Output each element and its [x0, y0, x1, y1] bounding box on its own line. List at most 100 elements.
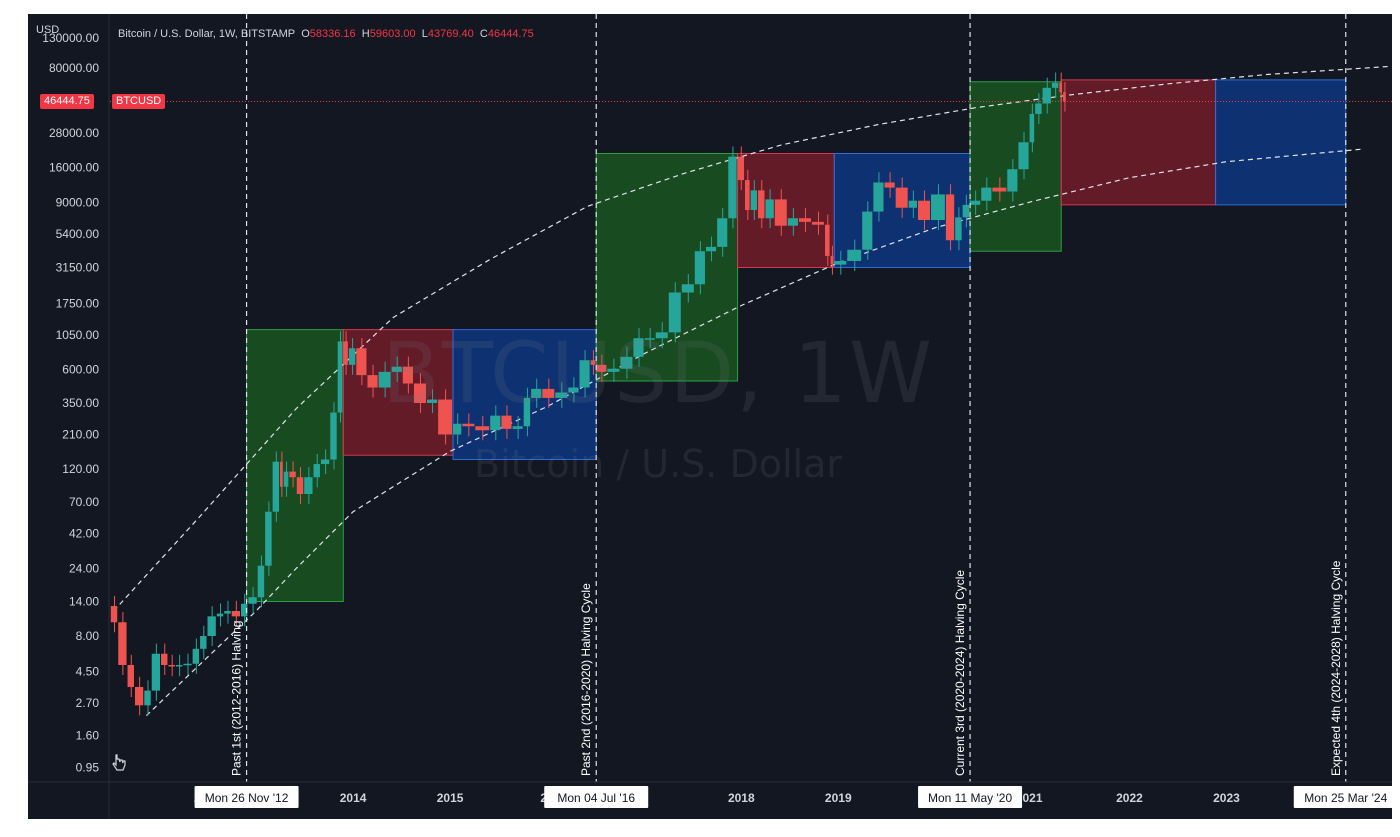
candle-body	[917, 200, 931, 221]
date-marker-label-1: Mon 26 Nov '12	[205, 791, 289, 805]
y-tick-label: 80000.00	[49, 61, 99, 75]
candle-body	[644, 338, 655, 340]
date-marker-bg-4	[1293, 786, 1392, 808]
candle-body	[705, 246, 717, 252]
y-tick-label: 42.00	[69, 527, 99, 541]
candle-body	[512, 426, 523, 429]
y-tick-label: 600.00	[62, 363, 99, 377]
candle-body	[737, 156, 745, 181]
candle-body	[1059, 82, 1063, 93]
x-tick-label: 2015	[437, 791, 464, 805]
candle-body	[668, 292, 681, 333]
date-marker-label-2: Mon 04 Jul '16	[557, 791, 635, 805]
halving-line-label-1: Past 1st (2012-2016) Halving	[230, 621, 244, 776]
candle-body	[313, 464, 320, 478]
cycle-box-blue-9[interactable]	[1215, 79, 1347, 206]
candle-body	[728, 156, 737, 219]
candle-body	[633, 338, 644, 357]
candle-body	[981, 187, 992, 201]
low-value: 43769.40	[427, 28, 474, 40]
halving-line-label-4: Expected 4th (2024-2028) Halving Cycle	[1329, 560, 1343, 776]
candle-body	[118, 622, 127, 665]
last-price-tag: 46444.75	[40, 93, 94, 109]
candle-body	[216, 613, 224, 617]
y-tick-label: 1.60	[76, 728, 100, 742]
candle-body	[356, 348, 367, 376]
cycle-box-green-4[interactable]	[595, 153, 739, 382]
candle-body	[320, 459, 330, 465]
open-label: O	[301, 28, 310, 40]
y-tick-label: 210.00	[62, 427, 99, 441]
candle-body	[1007, 169, 1018, 192]
cycle-box-green-7[interactable]	[969, 81, 1062, 252]
candle-body	[192, 648, 200, 664]
cycle-box-blue-3[interactable]	[452, 329, 597, 460]
cycle-box-red-8[interactable]	[1060, 79, 1217, 206]
candle-body	[453, 423, 462, 435]
candle-body	[758, 190, 765, 219]
candle-body	[523, 397, 531, 427]
candle-body	[272, 461, 280, 512]
high-label: H	[361, 28, 370, 40]
candle-body	[962, 204, 970, 218]
y-tick-label: 2.70	[76, 696, 100, 710]
date-marker-bg-1	[194, 786, 299, 808]
y-tick-label: 120.00	[62, 462, 99, 476]
date-marker-label-4: Mon 25 Mar '24	[1304, 791, 1387, 805]
y-tick-label: 14.00	[69, 594, 99, 608]
watermark-description: Bitcoin / U.S. Dollar	[474, 442, 842, 486]
candle-body	[694, 251, 705, 285]
candle-body	[501, 415, 512, 429]
x-tick-label: 2023	[1213, 791, 1240, 805]
x-tick-label: 2014	[340, 791, 367, 805]
chart-panel[interactable]: Past 1st (2012-2016) Halving Past 2nd (20…	[28, 14, 1392, 819]
chart-canvas[interactable]: Past 1st (2012-2016) Halving Past 2nd (20…	[28, 14, 1392, 819]
candle-body	[391, 366, 402, 372]
candle-body	[240, 603, 248, 617]
candle-body	[207, 616, 216, 637]
candle-body	[1051, 82, 1059, 88]
candle-body	[231, 610, 240, 617]
candle-body	[1018, 142, 1029, 170]
candle-body	[175, 664, 183, 667]
curve-upper	[113, 65, 1389, 612]
candle-body	[717, 218, 728, 247]
candle-body	[283, 471, 289, 487]
y-tick-label: 1750.00	[56, 297, 100, 311]
open-value: 58336.16	[309, 28, 356, 40]
candle-body	[834, 260, 847, 265]
candle-body	[367, 375, 378, 388]
date-marker-bg-3	[918, 786, 1023, 808]
halving-line-label-2: Past 2nd (2016-2020) Halving Cycle	[579, 583, 593, 776]
candle-body	[134, 686, 144, 706]
candle-body	[413, 383, 426, 403]
candle-body	[830, 255, 834, 265]
candle-body	[555, 392, 568, 398]
candle-body	[289, 471, 296, 478]
candle-body	[945, 194, 955, 241]
candle-body	[568, 387, 579, 393]
candle-body	[1042, 87, 1051, 104]
candle-body	[908, 200, 917, 208]
candle-body	[462, 423, 475, 427]
candle-body	[884, 182, 895, 188]
candle-body	[542, 388, 555, 398]
candle-body	[1029, 113, 1035, 143]
candle-body	[330, 412, 337, 460]
curve-lower	[145, 148, 1364, 717]
y-tick-label: 3150.00	[56, 260, 100, 274]
y-tick-label: 4.50	[76, 664, 100, 678]
candle-body	[183, 663, 192, 666]
candle-body	[475, 426, 490, 431]
candle-body	[579, 360, 590, 388]
cycle-box-green-1[interactable]	[246, 329, 344, 602]
candle-body	[402, 366, 413, 384]
candle-body	[127, 664, 134, 687]
candle-body	[296, 477, 304, 495]
candle-body	[970, 200, 981, 205]
x-tick-label: 021	[1022, 791, 1042, 805]
candle-body	[847, 249, 862, 261]
candle-body	[438, 399, 453, 435]
candle-body	[151, 653, 161, 691]
candle-body	[681, 284, 694, 293]
